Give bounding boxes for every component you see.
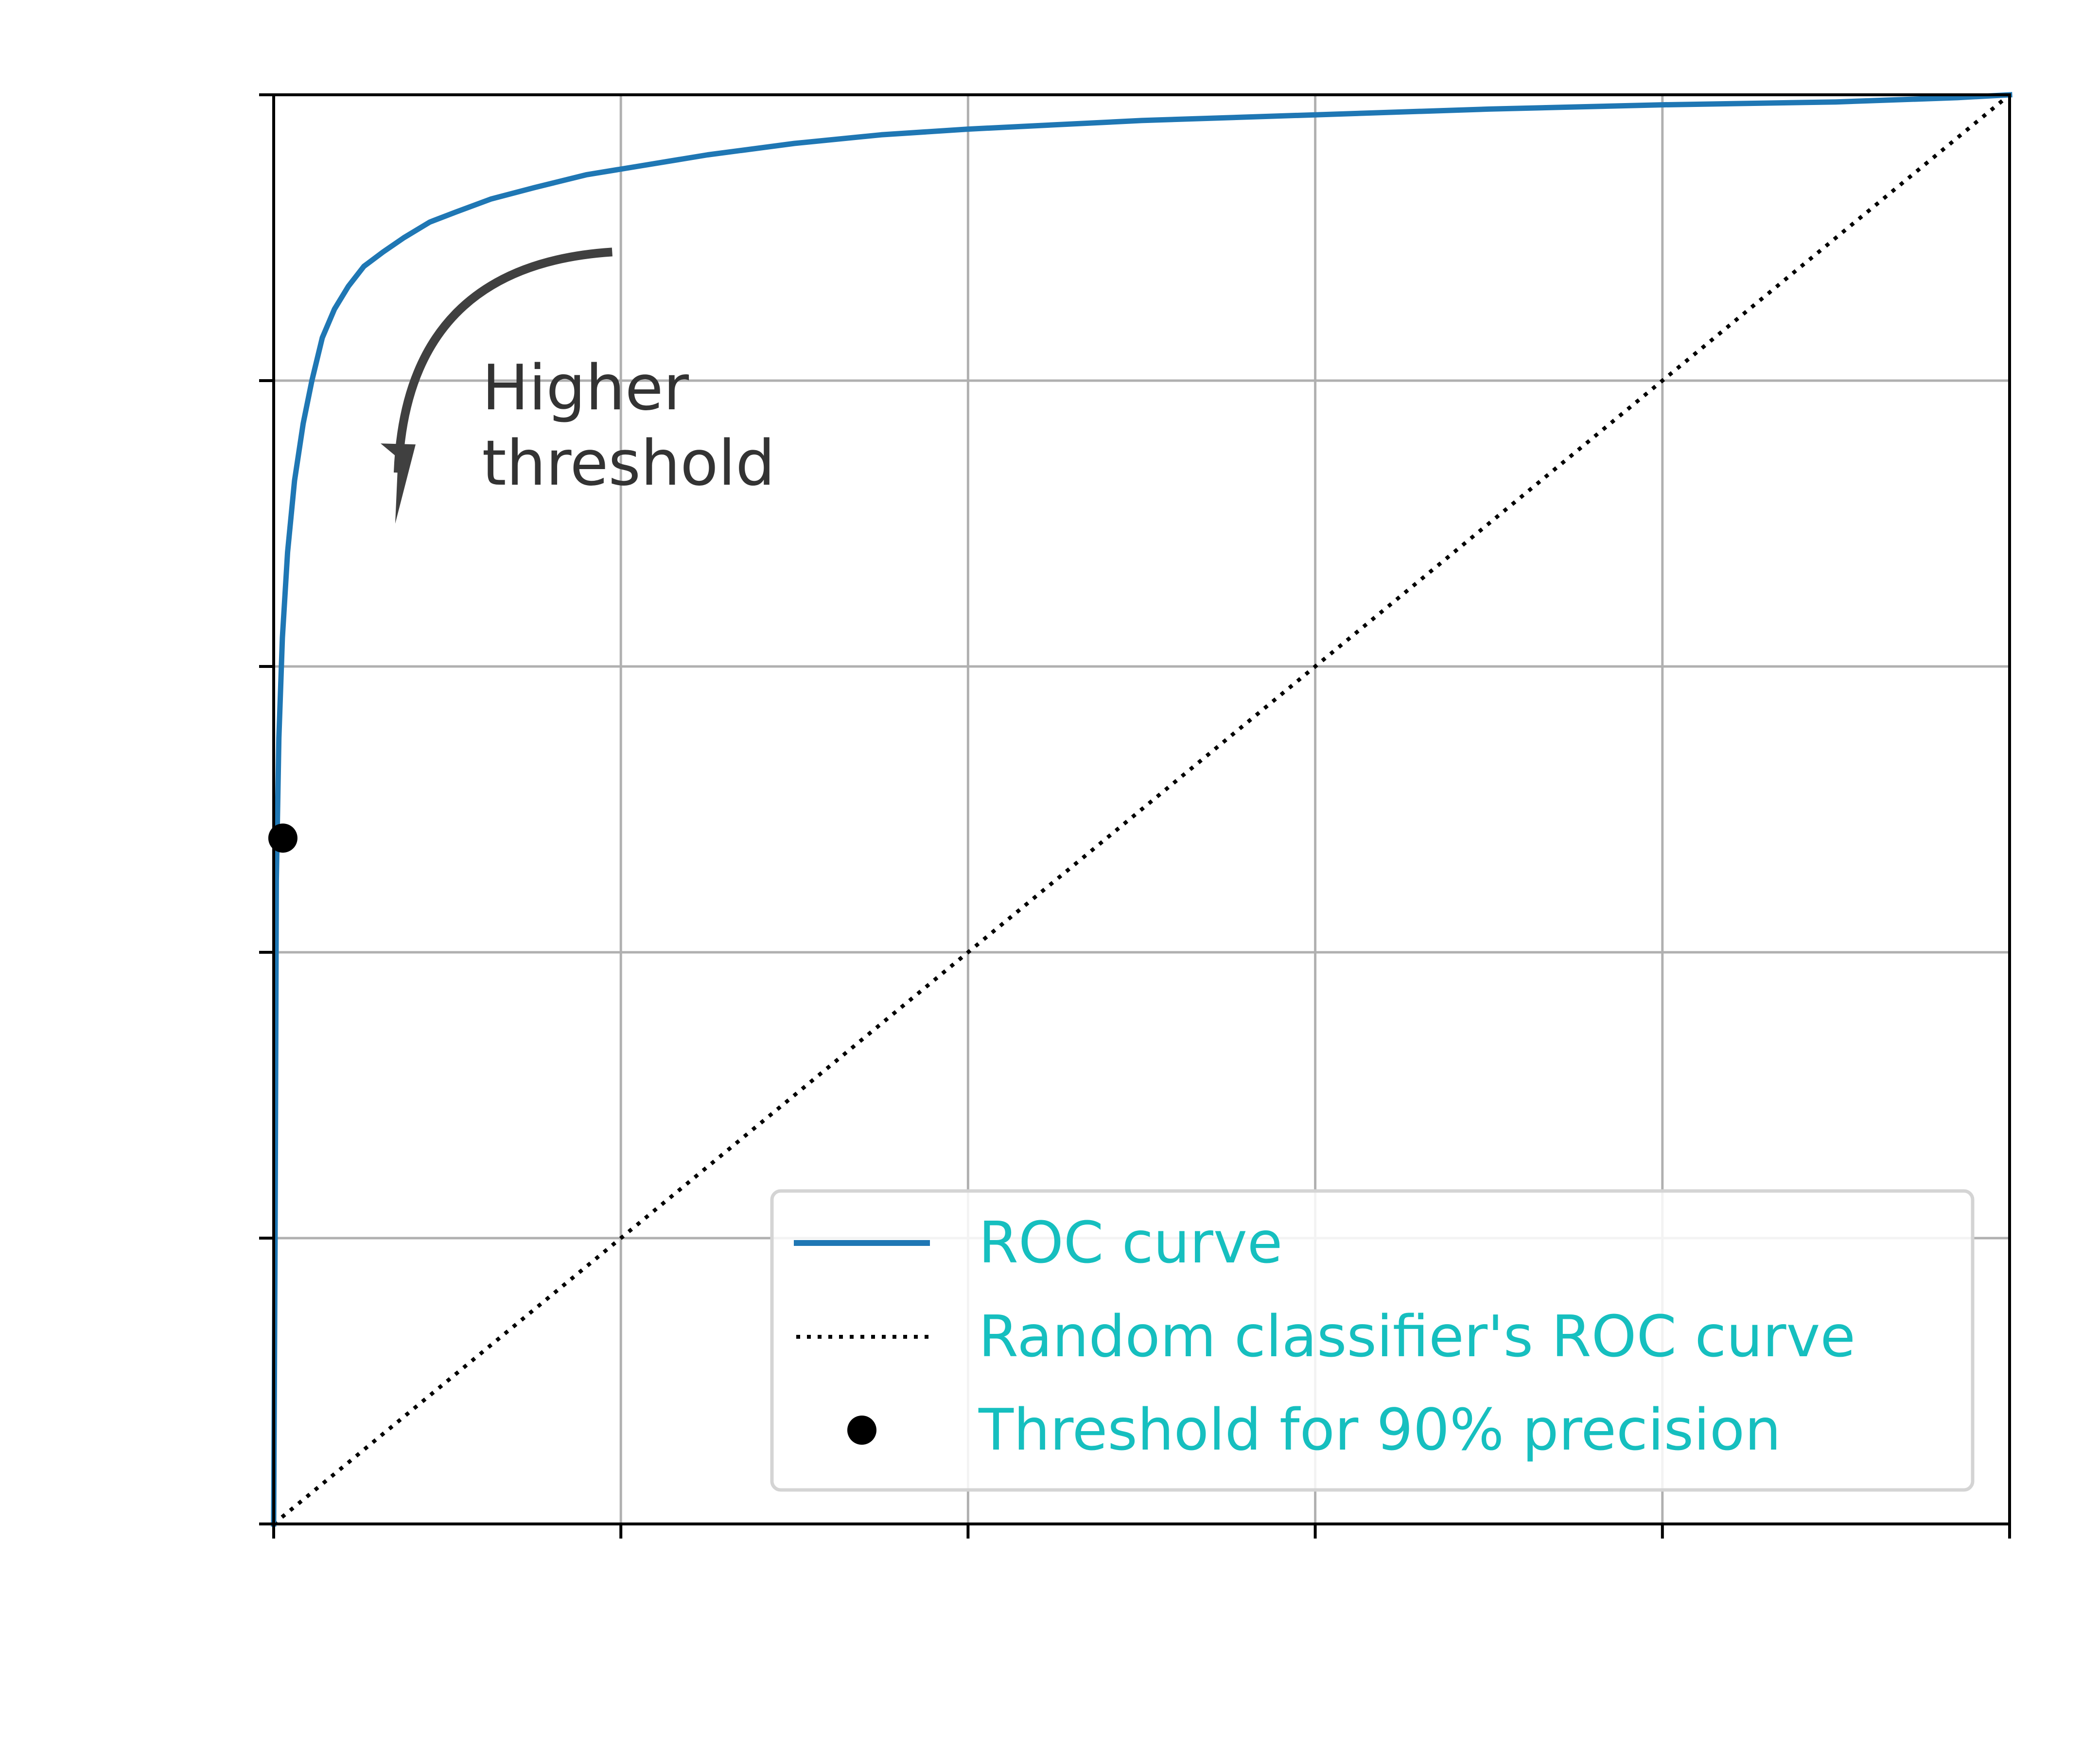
legend-label-1: Random classifier's ROC curve [979,1303,1855,1370]
axes-frame [272,93,2011,1525]
legend-box [770,1189,1975,1492]
annotation-text-line: threshold [482,427,775,500]
random-classifier-line [272,93,2011,1526]
annotation-text-line: Higher [482,352,689,424]
threshold-point [268,823,298,853]
annotation-arrow-shaft [393,247,612,473]
legend-swatch-threshold [847,1416,876,1445]
diagonal-layer [272,93,2011,1526]
marker-layer [268,823,298,853]
roc-curve-line [271,92,2012,1527]
legend: ROC curve Random classifier's ROC curve Th… [770,1189,1975,1492]
legend-label-2: Threshold for 90% precision [978,1396,1781,1463]
legend-label-0: ROC curve [979,1209,1282,1276]
axes-layer [259,93,2011,1539]
annotation-arrow-head [380,443,416,524]
roc-layer [271,92,2012,1527]
